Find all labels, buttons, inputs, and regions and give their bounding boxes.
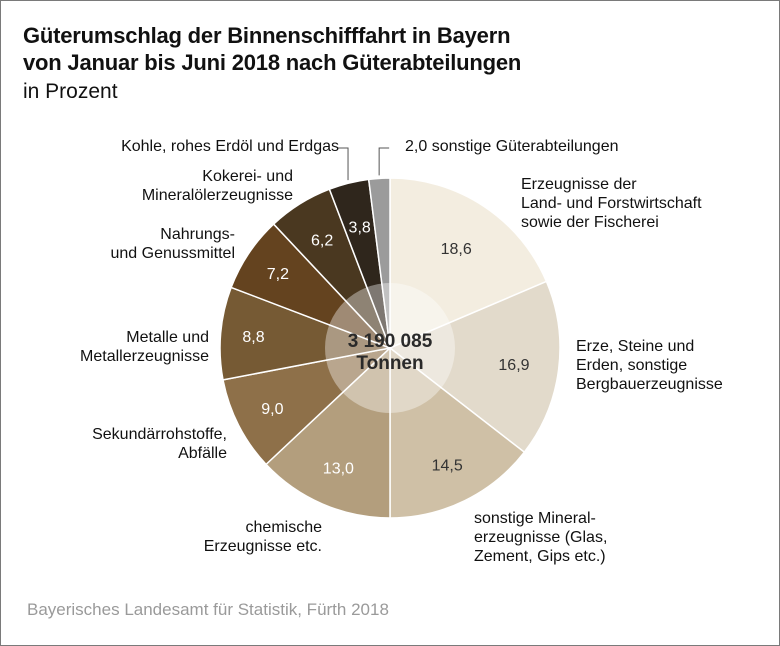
pie-slice xyxy=(222,346,393,466)
slice-label-mineralerzeugnisse: sonstige Mineral- erzeugnisse (Glas, Zem… xyxy=(474,509,607,566)
center-total-value: 3 190 085 xyxy=(348,331,433,352)
slice-label-kokerei: Kokerei- und Mineralölerzeugnisse xyxy=(142,167,293,205)
label-line: Erden, sonstige xyxy=(576,357,688,374)
label-line: Metallerzeugnisse xyxy=(80,348,209,365)
leader-line xyxy=(378,147,390,176)
slice-label-sekundaerrohstoffe: Sekundärrohstoffe, Abfälle xyxy=(92,425,227,463)
pie-slice xyxy=(367,177,391,349)
label-line: Sekundärrohstoffe, xyxy=(92,426,227,443)
label-line: Metalle und xyxy=(126,329,209,346)
pie-slice xyxy=(219,286,393,381)
slice-value-label: 13,0 xyxy=(323,460,354,477)
label-line: Erze, Steine und xyxy=(576,338,695,355)
slice-value-label: 14,5 xyxy=(432,458,463,475)
label-line: 2,0 sonstige Güterabteilungen xyxy=(405,138,619,155)
label-line: Erzeugnisse der xyxy=(521,176,637,193)
slice-label-land-forstwirtschaft: Erzeugnisse der Land- und Forstwirtschaf… xyxy=(521,175,702,232)
label-line: sonstige Mineral- xyxy=(474,510,596,527)
slice-value-label: 16,9 xyxy=(498,357,529,374)
label-line: Kokerei- und xyxy=(202,168,293,185)
slice-label-nahrungsmittel: Nahrungs- und Genussmittel xyxy=(110,225,235,263)
label-line: Land- und Forstwirtschaft xyxy=(521,195,702,212)
label-line: Mineralölerzeugnisse xyxy=(141,187,293,204)
pie-slice xyxy=(388,280,561,454)
label-line: chemische xyxy=(245,519,322,536)
label-line: erzeugnisse (Glas, xyxy=(474,529,608,546)
slice-value-label: 9,0 xyxy=(261,401,283,418)
chart-subtitle: in Prozent xyxy=(23,80,118,103)
slice-value-label: 6,2 xyxy=(311,232,333,249)
label-line: Zement, Gips etc.) xyxy=(474,548,606,565)
chart-title: Güterumschlag der Binnenschifffahrt in B… xyxy=(23,22,521,76)
title-line-2: von Januar bis Juni 2018 nach Güterabtei… xyxy=(23,50,522,75)
label-line: Nahrungs- xyxy=(160,226,235,243)
pie-slice xyxy=(389,177,548,350)
title-line-1: Güterumschlag der Binnenschifffahrt in B… xyxy=(23,23,511,48)
slice-value-label: 3,8 xyxy=(349,220,371,237)
slice-label-sonstige: 2,0 sonstige Güterabteilungen xyxy=(405,137,618,156)
pie-slice xyxy=(265,346,391,519)
source-note: Bayerisches Landesamt für Statistik, Für… xyxy=(27,600,389,619)
center-overlay xyxy=(325,283,455,413)
label-line: Abfälle xyxy=(178,445,227,462)
center-total-unit: Tonnen xyxy=(356,353,423,374)
label-line: sowie der Fischerei xyxy=(521,214,659,231)
slice-label-chemische: chemische Erzeugnisse etc. xyxy=(204,518,322,556)
label-line: und Genussmittel xyxy=(110,245,235,262)
slice-label-erze-steine: Erze, Steine und Erden, sonstige Bergbau… xyxy=(576,337,723,394)
slice-value-label: 7,2 xyxy=(267,266,289,283)
pie-slice xyxy=(389,346,526,519)
label-line: Erzeugnisse etc. xyxy=(203,538,322,555)
label-line: Kohle, rohes Erdöl und Erdgas xyxy=(121,138,339,155)
label-line: Bergbauerzeugnisse xyxy=(576,376,723,393)
leader-line xyxy=(338,147,349,181)
slice-value-label: 8,8 xyxy=(242,329,264,346)
slice-value-label: 18,6 xyxy=(441,241,472,258)
slice-label-metalle: Metalle und Metallerzeugnisse xyxy=(80,328,209,366)
slice-label-kohle: Kohle, rohes Erdöl und Erdgas xyxy=(121,137,339,156)
